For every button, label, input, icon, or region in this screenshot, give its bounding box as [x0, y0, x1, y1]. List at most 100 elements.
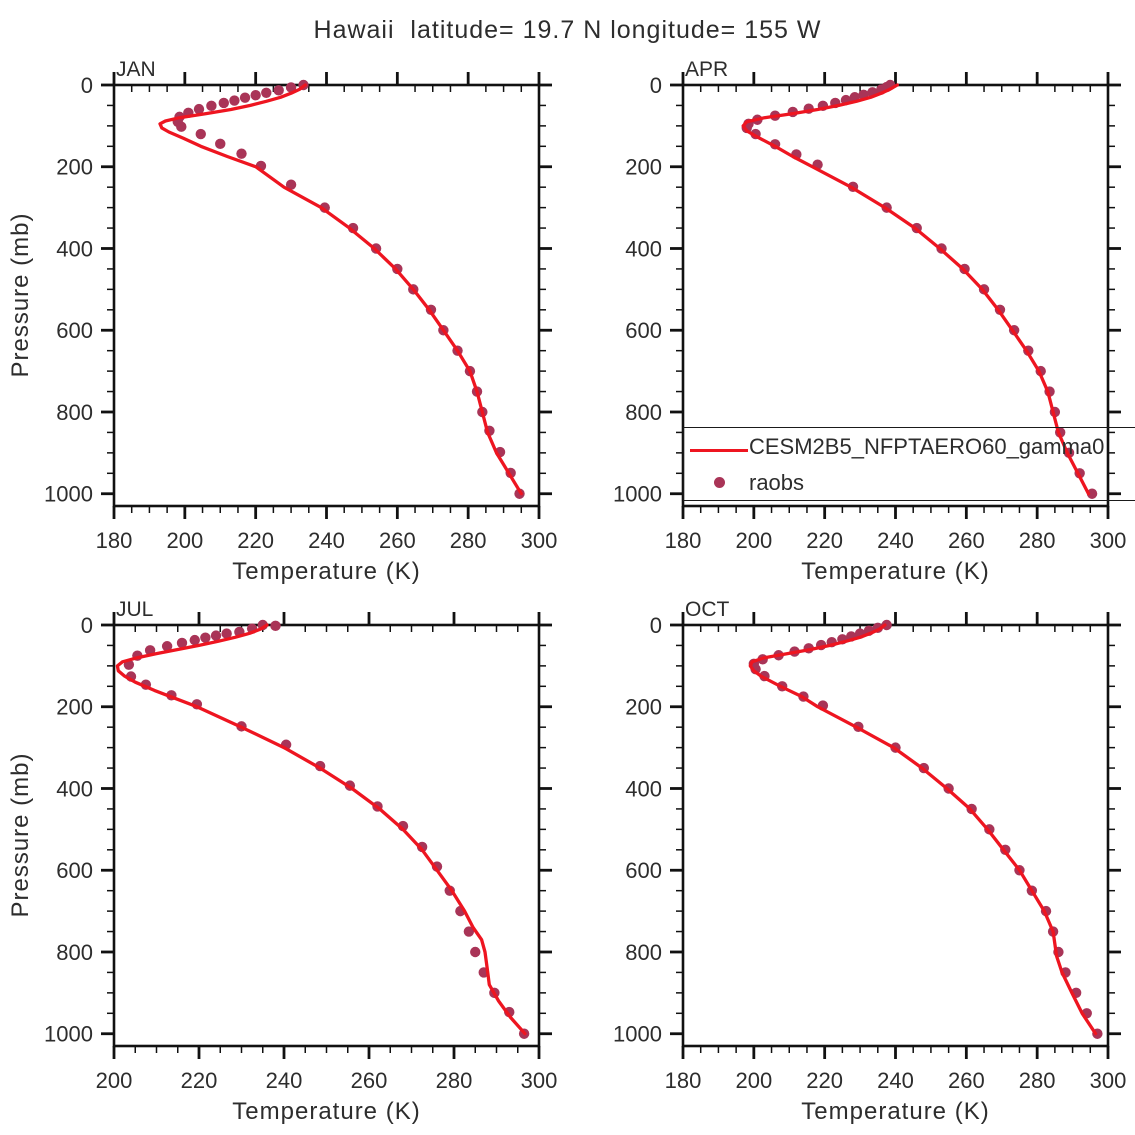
raobs-dot: [236, 148, 247, 159]
y-tick-label: 800: [625, 940, 662, 965]
y-tick-label: 0: [650, 613, 662, 638]
x-tick-label: 260: [948, 1068, 985, 1093]
x-axis-title-apr: Temperature (K): [801, 558, 990, 585]
x-tick-label: 180: [96, 528, 133, 553]
x-tick-label: 200: [96, 1068, 133, 1093]
x-tick-label: 240: [877, 528, 914, 553]
panel-box: [112, 623, 541, 1048]
x-tick-label: 300: [521, 1068, 558, 1093]
figure-title: Hawaii latitude= 19.7 N longitude= 155 W: [313, 16, 822, 44]
y-tick-label: 1000: [613, 1022, 662, 1047]
x-tick-label: 200: [735, 528, 772, 553]
panel-title: JUL: [116, 598, 153, 621]
x-tick-label: 220: [237, 528, 274, 553]
y-tick-label: 200: [625, 155, 662, 180]
y-tick-label: 400: [625, 776, 662, 801]
y-tick-label: 0: [81, 73, 93, 98]
raobs-dot: [273, 85, 284, 96]
model-line: [158, 83, 523, 496]
y-tick-label: 200: [56, 695, 93, 720]
x-tick-label: 260: [948, 528, 985, 553]
y-tick-label: 400: [625, 236, 662, 261]
model-line: [748, 623, 1098, 1036]
y-tick-label: 600: [625, 318, 662, 343]
y-tick-label: 800: [56, 400, 93, 425]
x-tick-label: 240: [266, 1068, 303, 1093]
y-tick-label: 1000: [44, 1022, 93, 1047]
raobs-dot: [285, 82, 297, 93]
y-tick-label: 0: [81, 613, 93, 638]
raobs-dot: [193, 103, 205, 115]
x-tick-label: 300: [1090, 1068, 1127, 1093]
raobs-dot: [189, 634, 200, 646]
x-tick-label: 220: [806, 528, 843, 553]
raobs-dot: [229, 95, 240, 106]
raobs-dot: [206, 100, 217, 112]
x-tick-label: 200: [166, 528, 203, 553]
x-tick-label: 180: [665, 528, 702, 553]
panel-title: OCT: [685, 598, 730, 621]
raobs-dot: [176, 637, 188, 649]
raobs-dot: [176, 121, 187, 132]
y-tick-label: 0: [650, 73, 662, 98]
raobs-dot: [261, 87, 272, 98]
model-line: [115, 623, 527, 1036]
model-line: [741, 83, 1091, 496]
raobs-dot: [215, 138, 226, 150]
raobs-dot: [195, 128, 206, 140]
raobs-dot: [218, 97, 229, 109]
x-axis-title-oct: Temperature (K): [801, 1098, 990, 1125]
legend-box: CESM2B5_NFPTAERO60_gamma0 raobs: [683, 427, 1135, 501]
y-tick-label: 400: [56, 236, 93, 261]
raobs-dot: [1086, 488, 1098, 499]
y-axis-title-jul: Pressure (mb): [7, 752, 34, 918]
y-axis-title-jan: Pressure (mb): [7, 212, 34, 378]
raobs-dot: [463, 926, 475, 937]
raobs-dot: [416, 841, 428, 853]
x-tick-label: 280: [450, 528, 487, 553]
y-tick-label: 400: [56, 776, 93, 801]
x-tick-label: 240: [877, 1068, 914, 1093]
raobs-dot: [161, 641, 173, 652]
raobs-dot: [239, 92, 251, 103]
panel-title: APR: [685, 58, 728, 81]
y-tick-label: 1000: [613, 482, 662, 507]
raobs-dot: [200, 632, 211, 643]
y-tick-label: 600: [625, 858, 662, 883]
y-tick-label: 600: [56, 858, 93, 883]
x-tick-label: 260: [351, 1068, 388, 1093]
x-tick-label: 300: [521, 528, 558, 553]
x-tick-label: 280: [1019, 1068, 1056, 1093]
x-tick-label: 220: [181, 1068, 218, 1093]
legend-label-model: CESM2B5_NFPTAERO60_gamma0: [749, 434, 1105, 459]
panel-box: [681, 623, 1110, 1048]
y-tick-label: 600: [56, 318, 93, 343]
y-tick-label: 200: [56, 155, 93, 180]
legend-line-sample: [690, 449, 748, 452]
raobs-dot: [221, 628, 232, 639]
raobs-dot: [470, 946, 481, 958]
y-tick-label: 800: [625, 400, 662, 425]
y-tick-label: 800: [56, 940, 93, 965]
legend-label-raobs: raobs: [749, 470, 805, 495]
x-tick-label: 300: [1090, 528, 1127, 553]
x-axis-title-jul: Temperature (K): [232, 1098, 421, 1125]
x-tick-label: 200: [735, 1068, 772, 1093]
x-tick-label: 260: [379, 528, 416, 553]
x-tick-label: 180: [665, 1068, 702, 1093]
x-tick-label: 240: [308, 528, 345, 553]
x-axis-title-jan: Temperature (K): [232, 558, 421, 585]
raobs-dot: [250, 90, 261, 101]
raobs-dot: [210, 630, 222, 641]
panel-title: JAN: [116, 58, 156, 81]
panel-box: [112, 83, 541, 508]
x-tick-label: 280: [1019, 528, 1056, 553]
y-tick-label: 1000: [44, 482, 93, 507]
x-tick-label: 220: [806, 1068, 843, 1093]
y-tick-label: 200: [625, 695, 662, 720]
legend-marker-sample: [714, 477, 725, 488]
x-tick-label: 280: [436, 1068, 473, 1093]
raobs-dot: [285, 179, 297, 190]
